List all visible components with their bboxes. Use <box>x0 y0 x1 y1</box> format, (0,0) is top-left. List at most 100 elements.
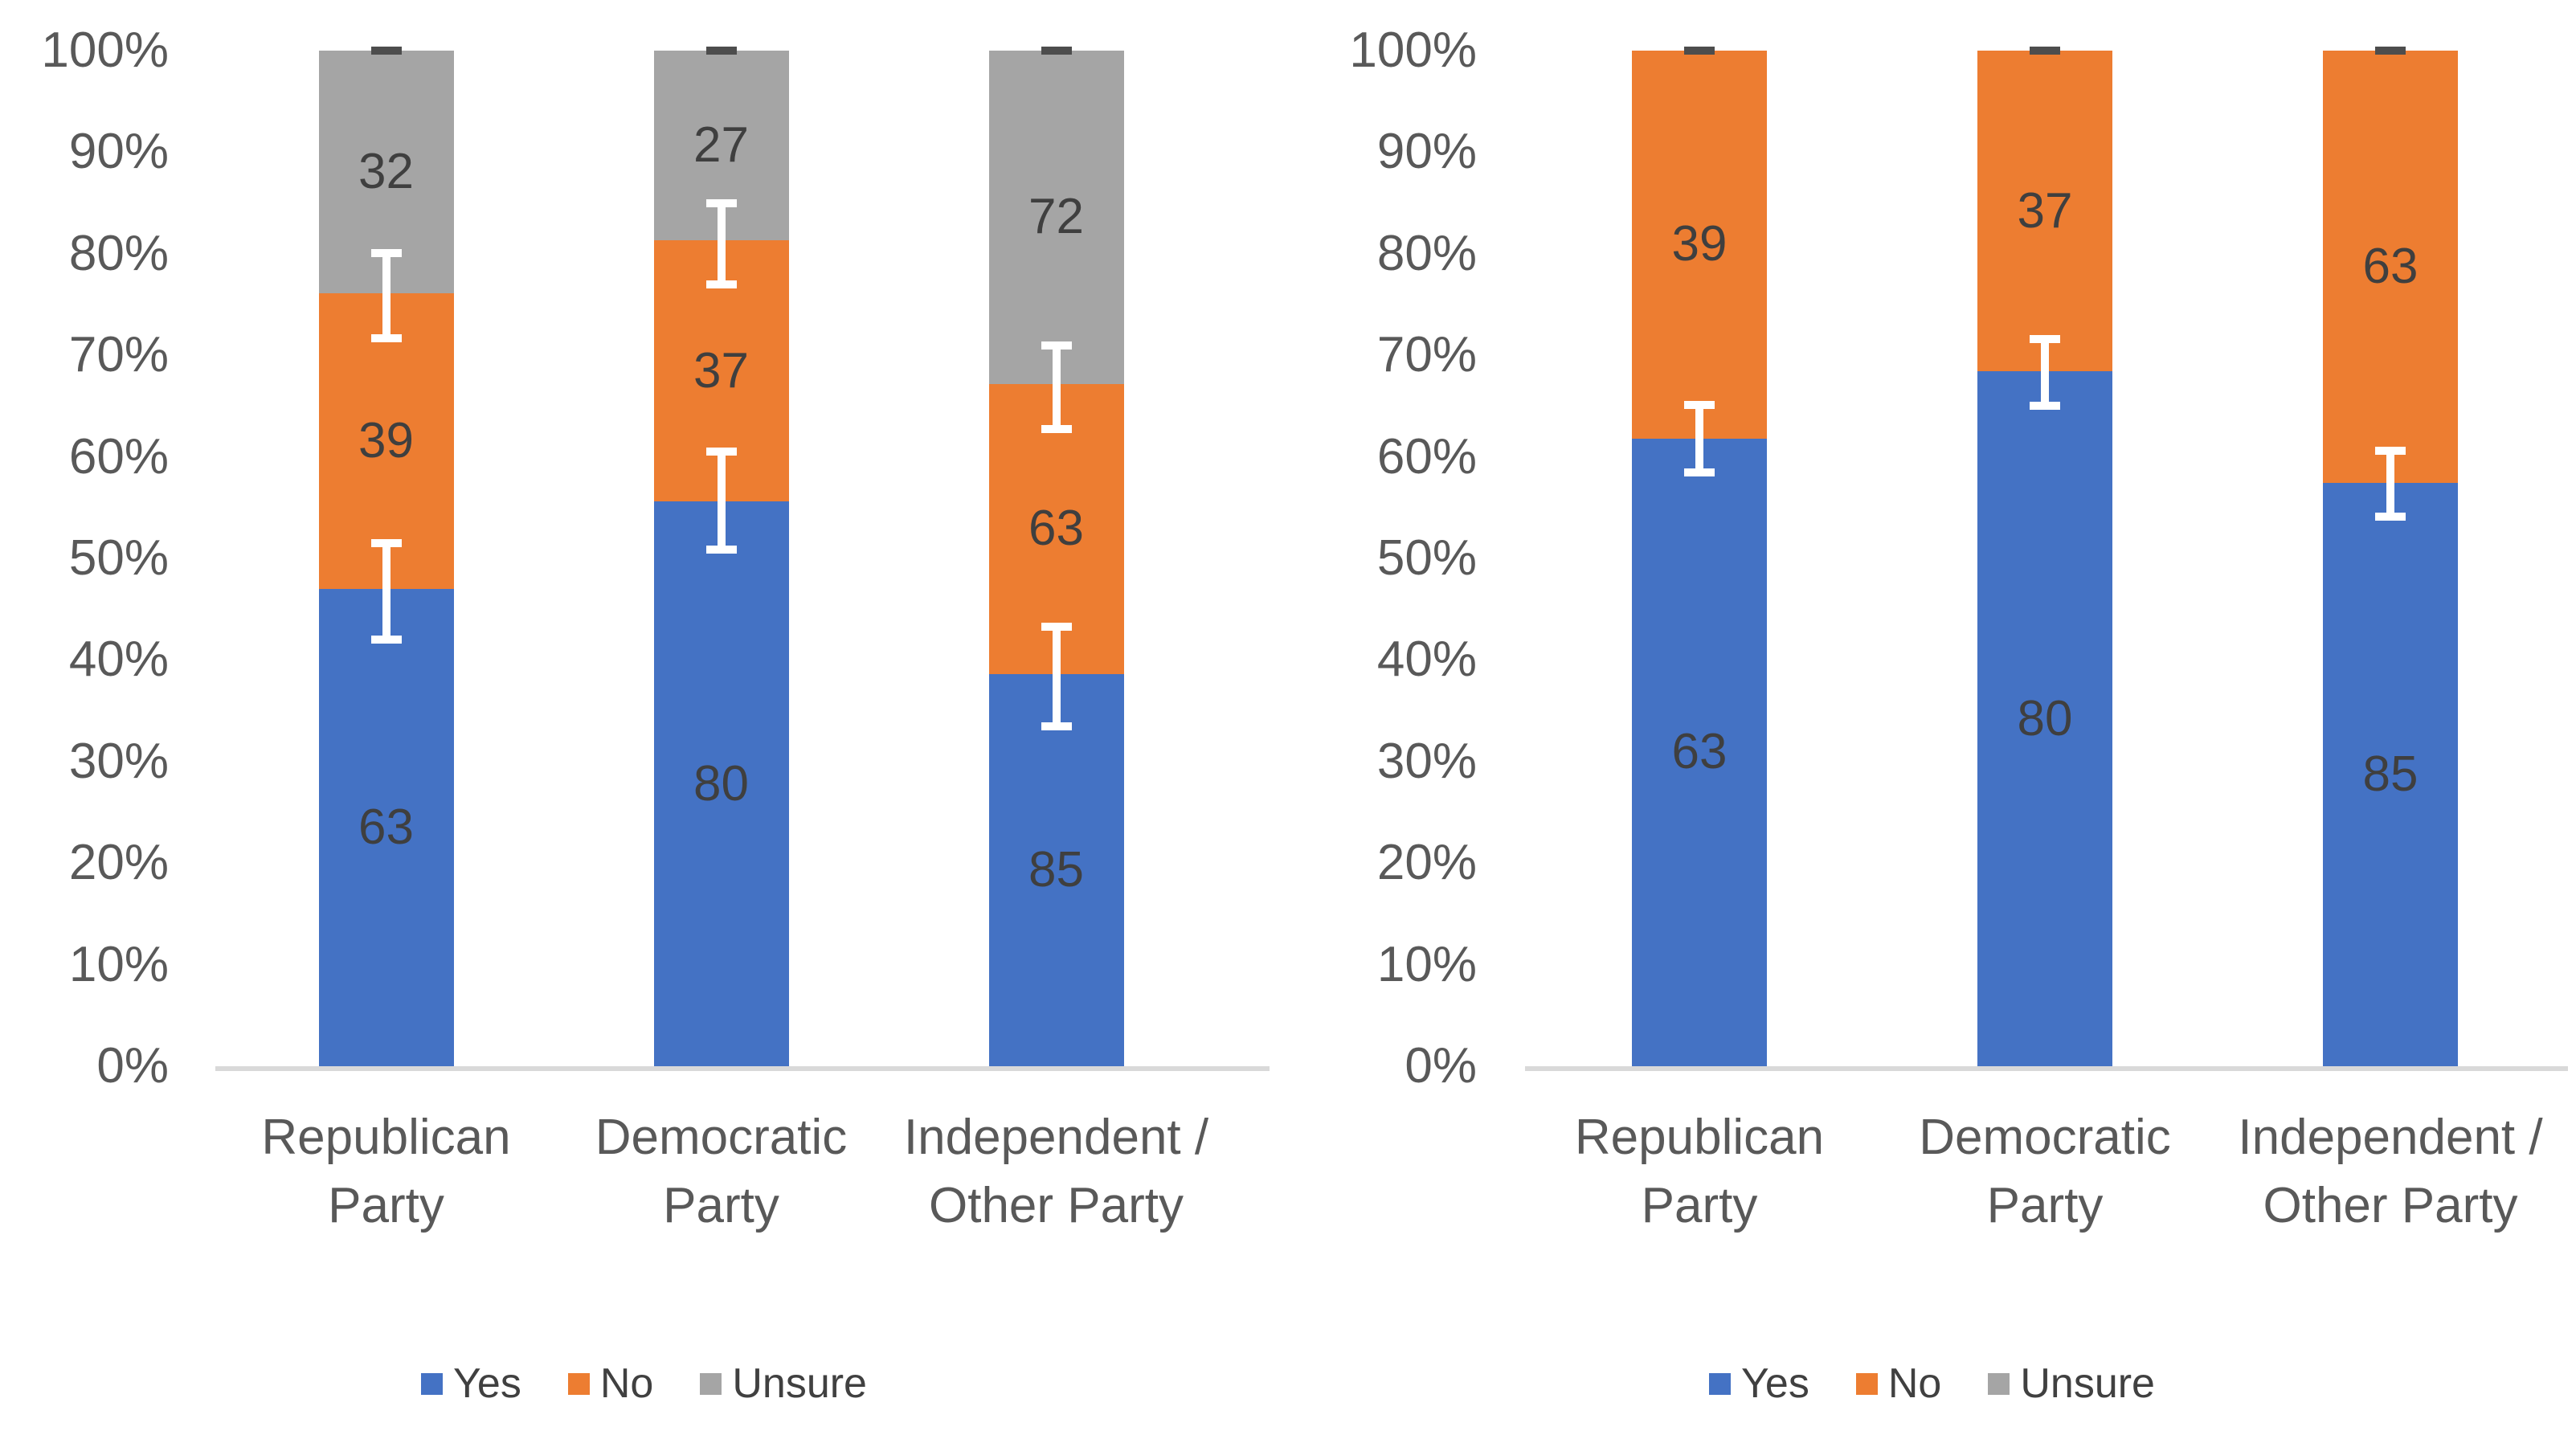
y-axis-tick-label-right-0: 0% <box>1405 1038 1477 1094</box>
legend-label: Unsure <box>2020 1360 2155 1407</box>
y-axis-tick-label-right-80: 80% <box>1376 225 1477 281</box>
y-axis-tick-label-right-50: 50% <box>1376 530 1477 586</box>
category-label-right-1: Democratic Party <box>1919 1110 2171 1233</box>
data-label-left-0-no: 39 <box>358 413 414 468</box>
error-bar-stem-left-2-1 <box>1052 345 1061 430</box>
error-bar-stem-left-1-0 <box>717 452 726 550</box>
y-axis-tick-label-left-50: 50% <box>68 530 169 586</box>
error-bar-cap-left-2-0-low <box>1041 722 1072 730</box>
bar-segment-left-0-yes <box>318 588 454 1066</box>
y-axis-tick-label-left-30: 30% <box>68 733 169 789</box>
legend-label: Yes <box>1741 1360 1809 1407</box>
y-axis-tick-label-right-30: 30% <box>1376 733 1477 789</box>
top-error-cap-left-2 <box>1041 47 1072 55</box>
error-bar-cap-left-2-0-high <box>1041 622 1072 631</box>
data-label-left-1-yes: 80 <box>693 755 749 812</box>
error-bar-cap-left-0-1-high <box>370 248 402 257</box>
legend-right: Yes No Unsure <box>1288 1361 2576 1406</box>
category-label-left-2: Independent / Other Party <box>903 1110 1209 1233</box>
y-axis-tick-label-left-70: 70% <box>68 327 169 383</box>
legend-swatch-no-icon <box>567 1372 590 1395</box>
legend-item-left-no: No <box>567 1360 654 1407</box>
error-bar-cap-right-0-0-low <box>1684 468 1715 476</box>
data-label-left-1-no: 37 <box>693 342 749 399</box>
legend-left: Yes No Unsure <box>0 1361 1288 1406</box>
legend-item-left-yes: Yes <box>421 1361 521 1406</box>
bar-segment-right-2-no <box>2323 51 2458 484</box>
data-label-left-1-unsure: 27 <box>693 117 749 174</box>
bar-segment-right-2-yes <box>2323 483 2458 1066</box>
error-bar-cap-right-2-0-high <box>2375 447 2406 456</box>
y-axis-tick-label-left-90: 90% <box>68 124 169 180</box>
top-error-cap-left-0 <box>370 47 402 55</box>
legend-swatch-yes-icon <box>1709 1372 1732 1395</box>
x-axis-line <box>1525 1066 2568 1071</box>
bar-segment-left-2-yes <box>988 674 1124 1066</box>
error-bar-cap-left-2-1-low <box>1041 425 1072 434</box>
error-bar-cap-left-1-0-high <box>705 448 737 456</box>
x-axis-line <box>215 1066 1270 1071</box>
data-label-right-0-no: 39 <box>1671 216 1728 272</box>
legend-item-right-unsure: Unsure <box>1988 1361 2155 1406</box>
bar-segment-left-2-unsure <box>988 51 1124 384</box>
bar-segment-right-1-yes <box>1977 371 2112 1066</box>
legend-swatch-no-icon <box>1855 1372 1878 1395</box>
error-bar-stem-right-1-0 <box>2041 338 2049 407</box>
y-axis-tick-label-left-20: 20% <box>68 835 169 891</box>
y-axis-tick-label-right-40: 40% <box>1376 632 1477 688</box>
y-axis-tick-label-left-10: 10% <box>68 936 169 992</box>
bar-segment-right-0-yes <box>1632 438 1767 1066</box>
bar-segment-left-1-yes <box>653 501 789 1066</box>
error-bar-cap-right-0-0-high <box>1684 401 1715 410</box>
error-bar-cap-left-2-1-high <box>1041 341 1072 350</box>
data-label-right-2-no: 63 <box>2362 239 2419 295</box>
legend-label: No <box>599 1360 654 1407</box>
y-axis-tick-label-right-20: 20% <box>1376 835 1477 891</box>
y-axis-tick-label-left-100: 100% <box>41 22 169 78</box>
error-bar-cap-right-1-0-low <box>2030 402 2060 411</box>
top-error-cap-right-2 <box>2375 47 2406 55</box>
top-error-cap-left-1 <box>705 47 737 55</box>
data-label-right-0-yes: 63 <box>1671 724 1728 780</box>
top-error-cap-right-0 <box>1684 47 1715 55</box>
data-label-left-2-yes: 85 <box>1028 842 1084 898</box>
y-axis-tick-label-left-40: 40% <box>68 632 169 688</box>
y-axis-tick-label-right-100: 100% <box>1349 22 1477 78</box>
data-label-right-2-yes: 85 <box>2362 746 2419 803</box>
right-chart: 0% 10% 20% 30% 40% 50% 60% 70% 80% 90% 100% 63 39 Rep… <box>1288 0 2576 1431</box>
y-axis-tick-label-left-80: 80% <box>68 225 169 281</box>
y-axis-tick-label-right-10: 10% <box>1376 936 1477 992</box>
data-label-left-0-unsure: 32 <box>358 144 414 200</box>
error-bar-cap-left-1-1-high <box>705 198 737 207</box>
legend-item-left-unsure: Unsure <box>700 1361 867 1406</box>
error-bar-stem-left-0-0 <box>382 543 390 640</box>
category-label-left-1: Democratic Party <box>595 1110 848 1233</box>
category-label-right-0: Republican Party <box>1574 1110 1825 1233</box>
error-bar-cap-left-0-0-low <box>370 636 402 644</box>
error-bar-cap-left-0-0-high <box>370 539 402 548</box>
data-label-left-0-yes: 63 <box>358 799 414 855</box>
error-bar-stem-left-1-1 <box>717 202 726 284</box>
legend-label: Unsure <box>732 1360 867 1407</box>
legend-item-right-no: No <box>1855 1361 1941 1406</box>
error-bar-stem-right-0-0 <box>1695 405 1703 472</box>
data-label-right-1-yes: 80 <box>2017 690 2073 746</box>
error-bar-stem-left-0-1 <box>382 252 390 338</box>
legend-label: Yes <box>453 1360 521 1407</box>
bar-segment-right-1-no <box>1977 51 2112 372</box>
data-label-left-2-unsure: 72 <box>1028 189 1084 245</box>
error-bar-cap-right-1-0-high <box>2030 334 2060 343</box>
left-chart: 0% 10% 20% 30% 40% 50% 60% 70% 80% 90% 100% 63 39 32 R… <box>0 22 1288 1406</box>
bar-segment-right-0-no <box>1632 51 1767 439</box>
category-label-left-0: Republican Party <box>261 1110 511 1233</box>
error-bar-cap-left-1-1-low <box>705 280 737 288</box>
y-axis-tick-label-left-60: 60% <box>68 428 169 484</box>
legend-item-right-yes: Yes <box>1709 1361 1809 1406</box>
error-bar-cap-left-1-0-low <box>705 545 737 554</box>
legend-swatch-unsure-icon <box>1988 1372 2010 1395</box>
error-bar-cap-right-2-0-low <box>2375 513 2406 521</box>
y-axis-tick-label-right-90: 90% <box>1376 124 1477 180</box>
y-axis-tick-label-left-0: 0% <box>96 1038 169 1094</box>
error-bar-stem-right-2-0 <box>2386 451 2394 517</box>
